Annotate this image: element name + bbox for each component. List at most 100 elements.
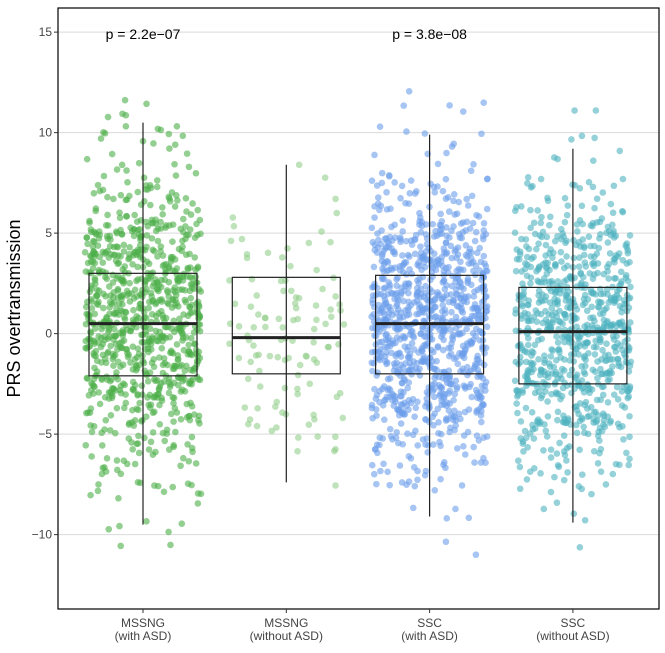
data-point bbox=[429, 381, 436, 389]
data-point bbox=[563, 211, 571, 219]
data-point bbox=[520, 285, 528, 292]
data-point bbox=[195, 416, 202, 424]
data-point bbox=[584, 430, 592, 438]
data-point bbox=[592, 107, 600, 114]
data-point bbox=[512, 267, 520, 275]
data-point bbox=[429, 220, 437, 228]
data-point bbox=[325, 343, 332, 351]
data-point bbox=[387, 205, 394, 212]
data-point bbox=[579, 471, 586, 478]
data-point bbox=[88, 304, 96, 312]
data-point bbox=[431, 365, 438, 373]
data-point bbox=[548, 346, 555, 353]
data-point bbox=[196, 354, 204, 362]
y-axis-label: PRS overtransmission bbox=[4, 219, 24, 397]
data-point bbox=[609, 355, 617, 363]
data-point bbox=[400, 261, 408, 268]
data-point bbox=[620, 436, 627, 443]
data-point bbox=[460, 297, 468, 305]
data-point bbox=[563, 253, 570, 260]
data-point bbox=[463, 218, 471, 226]
data-point bbox=[464, 275, 472, 283]
data-point bbox=[524, 334, 532, 342]
data-point bbox=[470, 293, 478, 300]
data-point bbox=[135, 449, 143, 457]
data-point bbox=[482, 308, 490, 315]
data-point bbox=[449, 336, 457, 343]
data-point bbox=[158, 307, 165, 315]
data-point bbox=[535, 299, 543, 306]
y-tick-label: 15 bbox=[39, 25, 53, 39]
data-point bbox=[556, 307, 563, 315]
data-point bbox=[582, 263, 590, 270]
data-point bbox=[154, 253, 161, 260]
data-point bbox=[393, 326, 401, 334]
data-point bbox=[83, 155, 91, 163]
data-point bbox=[178, 361, 185, 369]
data-point bbox=[253, 292, 261, 299]
data-point bbox=[106, 304, 113, 311]
data-point bbox=[408, 366, 416, 374]
data-point bbox=[480, 434, 487, 442]
data-point bbox=[190, 329, 198, 336]
data-point bbox=[559, 333, 566, 341]
data-point bbox=[626, 455, 633, 463]
data-point bbox=[173, 341, 181, 348]
data-point bbox=[593, 250, 601, 258]
data-point bbox=[379, 308, 387, 316]
data-point bbox=[255, 351, 262, 359]
data-point bbox=[327, 313, 335, 321]
data-point bbox=[604, 399, 612, 406]
data-point bbox=[459, 229, 467, 236]
data-point bbox=[568, 366, 576, 374]
data-point bbox=[105, 395, 113, 402]
data-point bbox=[181, 387, 189, 395]
data-point bbox=[399, 252, 406, 259]
data-point bbox=[381, 357, 389, 365]
data-point bbox=[339, 414, 347, 422]
data-point bbox=[107, 342, 114, 350]
data-point bbox=[548, 304, 556, 312]
data-point bbox=[452, 274, 460, 282]
data-point bbox=[626, 319, 634, 326]
data-point bbox=[594, 260, 602, 267]
data-point bbox=[82, 303, 90, 311]
data-point bbox=[594, 269, 601, 277]
data-point bbox=[579, 220, 586, 228]
data-point bbox=[402, 199, 409, 207]
data-point bbox=[166, 222, 173, 229]
data-point bbox=[425, 244, 432, 252]
data-point bbox=[86, 337, 94, 345]
data-point bbox=[599, 391, 607, 399]
x-tick-label-sub: (with ASD) bbox=[401, 629, 458, 643]
data-point bbox=[113, 309, 120, 317]
data-point bbox=[528, 408, 536, 416]
data-point bbox=[120, 280, 127, 287]
data-point bbox=[414, 442, 422, 449]
data-point bbox=[82, 441, 90, 449]
data-point bbox=[511, 229, 519, 236]
data-point bbox=[256, 383, 264, 390]
data-point bbox=[518, 268, 525, 275]
data-point bbox=[567, 304, 574, 311]
data-point bbox=[514, 342, 522, 350]
data-point bbox=[380, 292, 388, 300]
data-point bbox=[135, 432, 142, 440]
data-point bbox=[104, 247, 111, 255]
data-point bbox=[478, 382, 486, 390]
data-point bbox=[189, 448, 196, 456]
data-point bbox=[165, 293, 172, 300]
data-point bbox=[448, 254, 456, 262]
data-point bbox=[622, 353, 630, 360]
data-point bbox=[459, 309, 467, 316]
data-point bbox=[177, 225, 185, 233]
data-point bbox=[375, 236, 382, 244]
data-point bbox=[294, 371, 302, 379]
data-point bbox=[129, 378, 137, 386]
data-point bbox=[422, 231, 430, 238]
data-point bbox=[169, 483, 177, 491]
data-point bbox=[413, 310, 420, 318]
y-tick-label: 0 bbox=[45, 327, 52, 341]
data-point bbox=[480, 99, 487, 106]
data-point bbox=[445, 208, 453, 215]
